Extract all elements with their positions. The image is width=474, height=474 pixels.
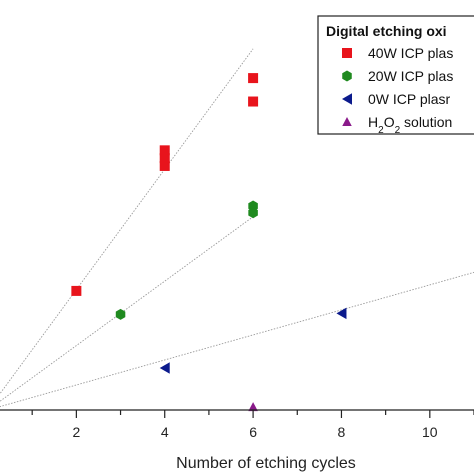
data-point-s1-1	[71, 285, 82, 296]
data-point-s4-1	[248, 402, 258, 412]
legend-entries: 40W ICP plas 20W ICP plas 0W ICP plasr H2O2…	[342, 45, 453, 136]
x-tick-label: 8	[338, 424, 346, 440]
legend-marker-2	[342, 70, 352, 82]
trend-line-2	[0, 216, 254, 402]
trend-line-1	[0, 48, 254, 395]
x-axis-title: Number of etching cycles	[176, 455, 356, 472]
legend-marker-3	[342, 93, 352, 105]
data-points	[71, 73, 347, 412]
x-tick-label: 10	[422, 424, 438, 440]
data-point-s1-6	[248, 73, 259, 84]
x-tick-label: 6	[249, 424, 257, 440]
legend-label-2: 20W ICP plas	[368, 68, 453, 84]
x-tick-label: 4	[161, 424, 169, 440]
data-point-s1-3	[159, 153, 170, 164]
data-point-s3-1	[159, 362, 170, 374]
legend-label-3: 0W ICP plasr	[368, 91, 451, 107]
data-point-s1-2	[159, 160, 170, 171]
legend-marker-1	[342, 48, 352, 58]
legend-label-1: 40W ICP plas	[368, 45, 453, 61]
legend-label-4: H2O2 solution	[368, 114, 452, 136]
data-point-s2-3	[248, 200, 258, 212]
trend-line-3	[0, 271, 474, 408]
legend-title: Digital etching oxi	[326, 23, 447, 39]
legend: Digital etching oxi 40W ICP plas 20W ICP …	[317, 15, 474, 136]
x-axis-ticks: 2 4 6 8 10	[31, 410, 474, 440]
x-tick-label: 2	[72, 424, 80, 440]
data-point-s2-1	[115, 308, 126, 320]
legend-marker-4	[342, 117, 352, 126]
trend-lines	[0, 48, 474, 408]
data-point-s1-4	[159, 145, 170, 156]
data-point-s3-2	[336, 307, 347, 320]
data-point-s1-5	[248, 96, 259, 107]
